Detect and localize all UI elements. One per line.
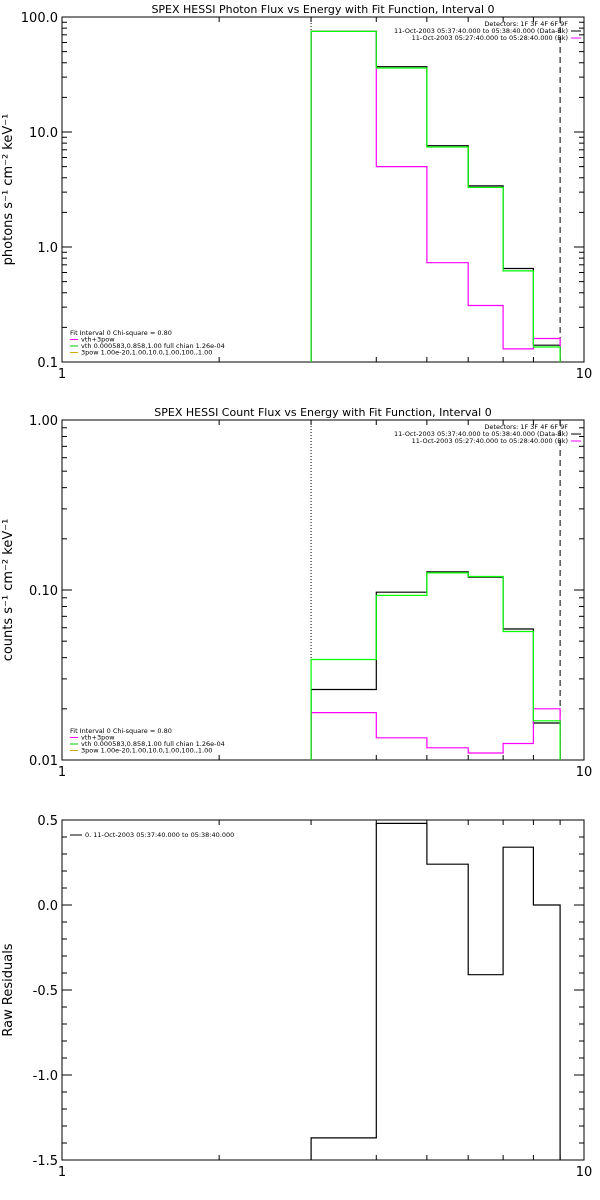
legend-bottom-left-entry: vth 0.000583,0.858,1.00 full chian 1.26e… — [81, 342, 225, 350]
legend-bottom-left-entry: Fit Interval 0 Chi-square = 0.80 — [70, 727, 172, 735]
y-tick-label: 0.10 — [29, 584, 58, 599]
chart-panel-2: SPEX HESSI Count Flux vs Energy with Fit… — [1, 406, 592, 780]
y-tick-label: 0.01 — [29, 754, 58, 769]
y-tick-label: -1.0 — [33, 1069, 58, 1084]
chart-panel-1: SPEX HESSI Photon Flux vs Energy with Fi… — [1, 3, 592, 382]
y-tick-label: -0.5 — [33, 984, 58, 999]
legend-top-right-entry: Detectors: 1F 3F 4F 6F 9F — [484, 423, 568, 431]
y-tick-label: 10.0 — [29, 126, 58, 141]
legend-bottom-left-entry: Fit Interval 0 Chi-square = 0.80 — [70, 329, 172, 337]
legend-top-right-entry: 11-Oct-2003 05:37:40.000 to 05:38:40.000… — [394, 27, 568, 35]
series-data — [310, 571, 561, 760]
series-vth-3pow — [310, 708, 561, 760]
legend-top-right-entry: Detectors: 1F 3F 4F 6F 9F — [484, 20, 568, 28]
plot-frame — [61, 419, 585, 761]
legend-top-right-entry: 11-Oct-2003 05:27:40.000 to 05:28:40.000… — [412, 34, 568, 42]
plot-frame — [61, 16, 585, 363]
x-tick-label: 10 — [576, 367, 593, 382]
legend-bottom-left-entry: vth+3pow — [81, 734, 115, 742]
y-tick-label: 0.5 — [37, 814, 58, 829]
y-axis-label: photons s⁻¹ cm⁻² keV⁻¹ — [1, 114, 16, 266]
series-vth — [310, 30, 561, 362]
series-data — [310, 30, 561, 362]
legend-top-right-entry: 11-Oct-2003 05:37:40.000 to 05:38:40.000… — [394, 430, 568, 438]
y-axis-label: Raw Residuals — [1, 943, 16, 1036]
legend-top-right-entry: 11-Oct-2003 05:27:40.000 to 05:28:40.000… — [412, 437, 568, 445]
x-tick-label: 10 — [576, 765, 593, 780]
y-tick-label: 100.0 — [21, 11, 58, 26]
plot-frame — [61, 819, 585, 1161]
y-tick-label: 0.0 — [37, 899, 58, 914]
legend-bottom-left-entry: 3pow 1.00e-20,1.00,10.0,1.00,100.,1.00 — [81, 349, 212, 357]
chart-panel-3: Raw Residuals 1 10 0.5 0.0 -0.5 -1.0 -1.5 0. 11-… — [1, 814, 592, 1180]
chart-title: SPEX HESSI Count Flux vs Energy with Fit… — [154, 406, 491, 419]
y-tick-label: -1.5 — [33, 1154, 58, 1169]
x-tick-label: 1 — [58, 367, 66, 382]
y-axis-label: counts s⁻¹ cm⁻² keV⁻¹ — [1, 519, 16, 662]
x-tick-label: 10 — [576, 1165, 593, 1180]
legend-bottom-left-entry: 3pow 1.00e-20,1.00,10.0,1.00,100.,1.00 — [81, 747, 212, 755]
chart-title: SPEX HESSI Photon Flux vs Energy with Fi… — [151, 3, 494, 16]
series-residuals — [310, 822, 561, 1160]
series-vth — [310, 572, 561, 760]
legend-bottom-left-entry: vth+3pow — [81, 336, 115, 344]
legend-bottom-left-entry: vth 0.000583,0.858,1.00 full chian 1.26e… — [81, 740, 225, 748]
x-tick-label: 1 — [58, 765, 66, 780]
series-vth-3pow — [310, 30, 561, 362]
legend-top-left-entry: 0. 11-Oct-2003 05:37:40.000 to 05:38:40.… — [85, 831, 234, 839]
y-tick-label: 0.1 — [37, 356, 58, 371]
x-tick-label: 1 — [58, 1165, 66, 1180]
y-tick-label: 1.0 — [37, 241, 58, 256]
y-tick-label: 1.00 — [29, 414, 58, 429]
